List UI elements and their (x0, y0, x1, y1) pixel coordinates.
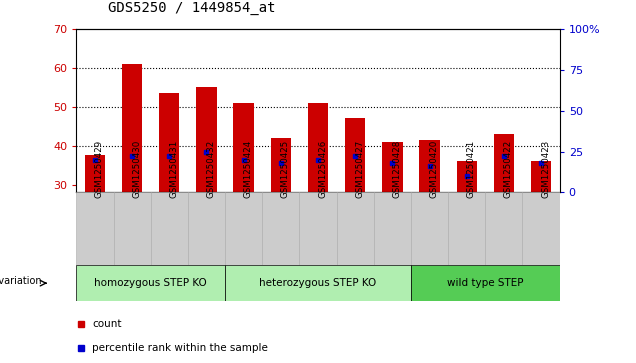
Bar (188, 192, 225, 265)
Text: GSM1250431: GSM1250431 (169, 140, 178, 198)
Bar (523, 192, 560, 265)
Bar (374, 192, 411, 265)
Bar (225, 192, 262, 265)
Bar (457, 161, 477, 192)
Bar (419, 140, 439, 192)
Text: count: count (92, 319, 121, 329)
Bar (76, 192, 113, 265)
Text: GSM1250428: GSM1250428 (392, 140, 401, 198)
Bar (382, 142, 403, 192)
Text: GSM1250430: GSM1250430 (132, 140, 141, 198)
Text: GSM1250422: GSM1250422 (504, 140, 513, 198)
Bar (485, 192, 523, 265)
Bar (411, 265, 560, 301)
Text: GSM1250429: GSM1250429 (95, 140, 104, 198)
Text: GSM1250424: GSM1250424 (244, 140, 252, 198)
Bar (270, 138, 291, 192)
Bar (531, 161, 551, 192)
Bar (494, 134, 514, 192)
Bar (159, 93, 179, 192)
Bar (122, 64, 142, 192)
Text: wild type STEP: wild type STEP (447, 278, 523, 288)
Bar (197, 87, 217, 192)
Text: GSM1250427: GSM1250427 (355, 140, 364, 198)
Text: GSM1250421: GSM1250421 (467, 140, 476, 198)
Bar (308, 103, 328, 192)
Text: GSM1250432: GSM1250432 (207, 140, 216, 198)
Text: GDS5250 / 1449854_at: GDS5250 / 1449854_at (108, 0, 275, 15)
Text: heterozygous STEP KO: heterozygous STEP KO (259, 278, 377, 288)
Text: percentile rank within the sample: percentile rank within the sample (92, 343, 268, 353)
Bar (300, 192, 336, 265)
Text: GSM1250426: GSM1250426 (318, 140, 327, 198)
Bar (448, 192, 485, 265)
Text: GSM1250425: GSM1250425 (281, 140, 290, 198)
Bar (336, 192, 374, 265)
Text: genotype/variation: genotype/variation (0, 276, 42, 286)
Bar (411, 192, 448, 265)
Bar (76, 265, 225, 301)
Bar (225, 265, 411, 301)
Text: homozygous STEP KO: homozygous STEP KO (94, 278, 207, 288)
Bar (233, 103, 254, 192)
Bar (345, 118, 366, 192)
Bar (151, 192, 188, 265)
Bar (262, 192, 300, 265)
Text: GSM1250420: GSM1250420 (429, 140, 439, 198)
Text: GSM1250423: GSM1250423 (541, 140, 550, 198)
Bar (85, 155, 105, 192)
Bar (113, 192, 151, 265)
